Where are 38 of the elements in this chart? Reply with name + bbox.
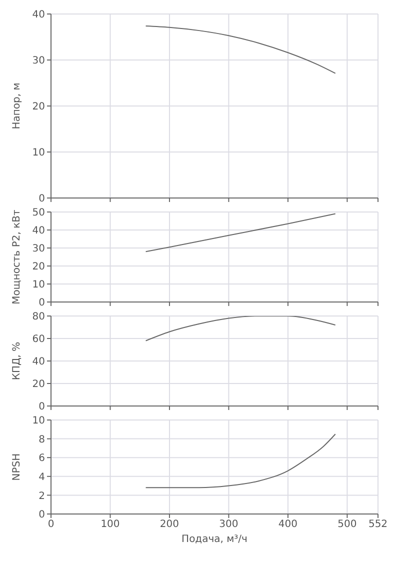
line-series <box>145 434 336 488</box>
x-tick-label: 300 <box>219 519 238 530</box>
x-tick-label: 100 <box>100 519 120 530</box>
y-tick-label: 40 <box>32 356 45 368</box>
y-axis-title: КПД, % <box>12 342 23 380</box>
line-series <box>145 316 336 342</box>
y-tick-label: 10 <box>32 280 45 291</box>
y-tick-label: 50 <box>32 208 45 219</box>
y-tick-label: 6 <box>38 453 45 464</box>
y-tick-label: 10 <box>32 416 45 427</box>
y-tick-label: 60 <box>32 334 45 346</box>
y-tick-label: 10 <box>32 148 45 159</box>
x-tick-label: 200 <box>160 519 180 530</box>
y-tick-label: 30 <box>32 56 45 67</box>
y-tick-label: 30 <box>32 244 45 255</box>
x-tick-label: 500 <box>338 519 357 530</box>
y-axis-title: Мощность P2, кВт <box>12 209 23 304</box>
y-tick-label: 20 <box>32 102 45 113</box>
x-tick-label: 0 <box>48 519 54 530</box>
y-tick-label: 4 <box>38 472 45 483</box>
y-tick-label: 20 <box>32 379 45 390</box>
x-tick-label: 552 <box>368 519 388 530</box>
x-axis-title: Подача, м³/ч <box>182 534 248 545</box>
y-tick-label: 0 <box>38 298 45 309</box>
y-tick-label: 2 <box>38 490 45 502</box>
y-tick-label: 20 <box>32 262 45 273</box>
y-tick-label: 40 <box>32 10 45 21</box>
y-tick-label: 0 <box>38 194 45 205</box>
line-series <box>145 25 336 74</box>
y-tick-label: 0 <box>38 402 45 413</box>
line-series <box>145 213 336 252</box>
y-tick-label: 0 <box>38 510 45 521</box>
y-axis-title: NPSH <box>12 453 23 481</box>
x-tick-label: 400 <box>278 519 298 530</box>
y-tick-label: 8 <box>38 434 45 446</box>
y-tick-label: 40 <box>32 226 45 237</box>
y-tick-label: 80 <box>32 312 45 323</box>
y-axis-title: Напор, м <box>12 82 23 130</box>
